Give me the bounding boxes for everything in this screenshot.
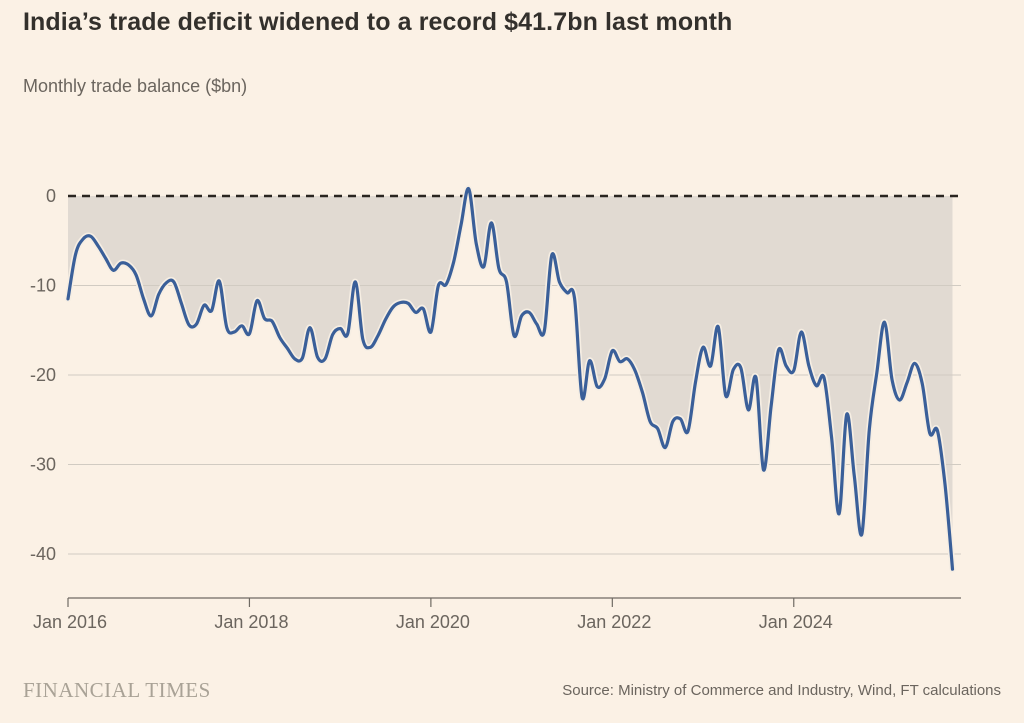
page-title: India’s trade deficit widened to a recor… (23, 8, 733, 36)
financial-times-logo: FINANCIAL TIMES (23, 678, 211, 702)
y-axis-label: -30 (30, 455, 56, 475)
y-axis-label: 0 (46, 186, 56, 206)
y-axis-label: -10 (30, 276, 56, 296)
source-note: Source: Ministry of Commerce and Industr… (562, 682, 1001, 699)
y-axis-label: -20 (30, 365, 56, 385)
trade-balance-line (66, 187, 955, 571)
x-axis-label: Jan 2022 (577, 612, 651, 632)
y-axis-label: -40 (30, 544, 56, 564)
x-axis-label: Jan 2024 (759, 612, 833, 632)
x-axis-label: Jan 2016 (33, 612, 107, 632)
chart-subtitle: Monthly trade balance ($bn) (23, 76, 248, 96)
x-axis-label: Jan 2018 (214, 612, 288, 632)
deficit-area (68, 196, 953, 570)
x-axis-label: Jan 2020 (396, 612, 470, 632)
